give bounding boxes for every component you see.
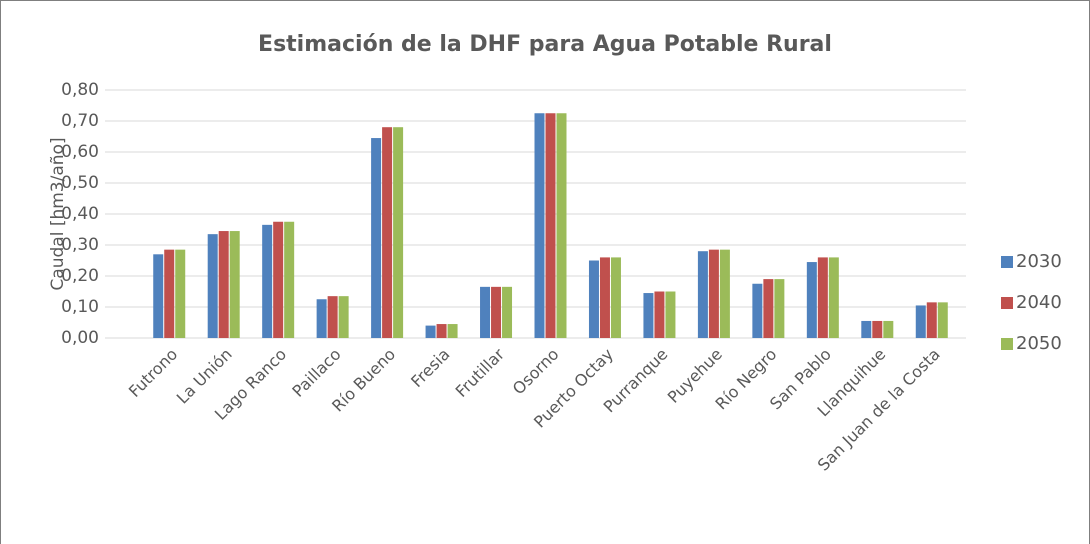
bar (915, 305, 926, 338)
bar (861, 320, 872, 338)
bar (316, 299, 327, 338)
bar (937, 302, 948, 338)
bar (229, 231, 240, 338)
bar (262, 224, 273, 338)
y-tick-label: 0,20 (61, 266, 99, 286)
legend-swatch (1001, 338, 1013, 350)
bar (164, 249, 175, 338)
bar (610, 257, 621, 338)
bar (883, 320, 894, 338)
bar (393, 127, 404, 338)
bar (480, 286, 491, 338)
bar (153, 254, 164, 338)
y-tick-label: 0,40 (61, 204, 99, 224)
legend-label: 2040 (1016, 292, 1062, 313)
y-tick-label: 0,00 (61, 328, 99, 348)
bar (828, 257, 839, 338)
y-tick-label: 0,60 (61, 142, 99, 162)
bar (502, 286, 513, 338)
y-tick-label: 0,10 (61, 297, 99, 317)
legend-swatch (1001, 256, 1013, 268)
y-tick-label: 0,70 (61, 111, 99, 131)
bar (719, 249, 730, 338)
bar (872, 320, 883, 338)
bar (273, 221, 284, 338)
legend-label: 2030 (1016, 251, 1062, 272)
bar (774, 279, 785, 338)
bar (654, 291, 665, 338)
bar (926, 302, 937, 338)
bar (447, 324, 458, 338)
bar (207, 234, 218, 338)
bar (599, 257, 610, 338)
bar (371, 138, 382, 338)
bar (806, 262, 817, 338)
legend-swatch (1001, 297, 1013, 309)
y-axis-label: Caudal [hm3/año] (48, 137, 68, 290)
y-tick-label: 0,30 (61, 235, 99, 255)
bar (545, 113, 556, 338)
legend-label: 2050 (1016, 333, 1062, 354)
bar (752, 283, 763, 338)
bar (175, 249, 186, 338)
bar (534, 113, 545, 338)
bar (697, 251, 708, 338)
y-tick-label: 0,50 (61, 173, 99, 193)
y-tick-label: 0,80 (61, 80, 99, 100)
bar (218, 231, 229, 338)
bar (382, 127, 393, 338)
bar (665, 291, 676, 338)
bar (491, 286, 502, 338)
bar (425, 325, 436, 338)
bar (436, 324, 447, 338)
bar (588, 260, 599, 338)
bar (763, 279, 774, 338)
bar (643, 293, 654, 338)
bar (708, 249, 719, 338)
bar (556, 113, 567, 338)
chart-title: Estimación de la DHF para Agua Potable R… (258, 32, 832, 57)
bar (284, 221, 295, 338)
bar (817, 257, 828, 338)
bar (338, 296, 349, 338)
bar (327, 296, 338, 338)
